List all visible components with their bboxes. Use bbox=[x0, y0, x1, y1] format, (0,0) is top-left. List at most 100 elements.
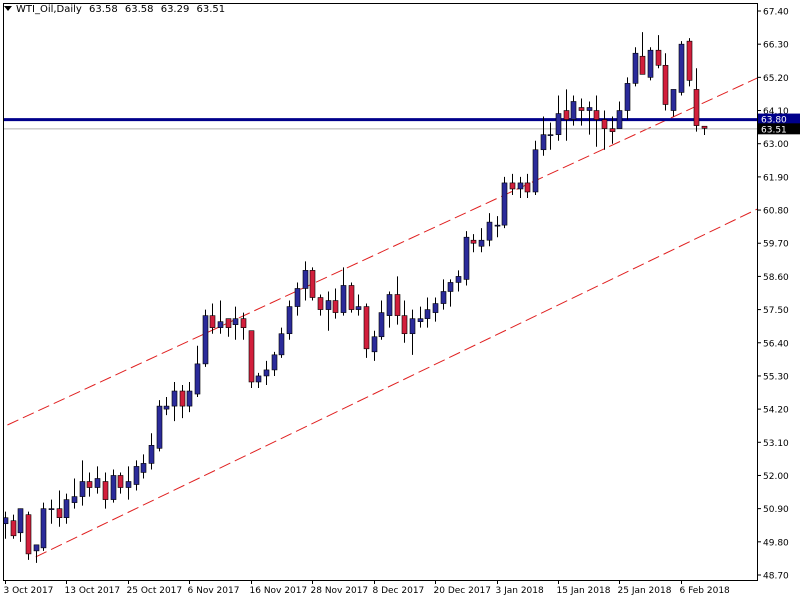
candle-body bbox=[624, 83, 631, 111]
symbol-label: WTI_Oil,Daily bbox=[16, 4, 82, 15]
candle bbox=[271, 351, 278, 376]
candle bbox=[48, 499, 55, 524]
candle bbox=[17, 508, 24, 542]
candle-body bbox=[693, 89, 700, 126]
candle bbox=[255, 372, 262, 389]
candle bbox=[332, 288, 339, 319]
candle bbox=[4, 511, 9, 539]
candle bbox=[547, 122, 554, 150]
candle bbox=[171, 381, 178, 422]
price-label: 63.51 bbox=[761, 125, 787, 135]
candle-body bbox=[632, 52, 639, 84]
candle bbox=[317, 294, 324, 316]
candle-body bbox=[194, 363, 201, 395]
candle-body bbox=[670, 89, 677, 111]
x-tick-label: 15 Jan 2018 bbox=[557, 586, 611, 596]
x-tick-label: 3 Jan 2018 bbox=[496, 586, 544, 596]
candle bbox=[102, 472, 109, 509]
candle-body bbox=[110, 475, 117, 500]
candle bbox=[117, 472, 124, 494]
candle bbox=[616, 101, 623, 129]
y-tick-label: 49.80 bbox=[763, 538, 789, 548]
y-tick-label: 53.10 bbox=[763, 439, 789, 449]
candle-body bbox=[217, 321, 224, 328]
candle-body bbox=[371, 336, 378, 353]
candle-body bbox=[79, 481, 86, 497]
y-tick-label: 59.70 bbox=[763, 240, 789, 250]
candle-body bbox=[263, 369, 270, 377]
candle bbox=[194, 345, 201, 398]
candle-body bbox=[332, 300, 339, 313]
candle-body bbox=[386, 294, 393, 316]
candle-body bbox=[401, 315, 408, 335]
candle-body bbox=[501, 182, 508, 226]
x-tick-label: 20 Dec 2017 bbox=[434, 586, 492, 596]
candle bbox=[325, 291, 332, 331]
candle bbox=[348, 282, 355, 313]
candle bbox=[440, 279, 447, 310]
candle-body bbox=[540, 134, 547, 151]
candle-body bbox=[325, 300, 332, 310]
candle bbox=[386, 291, 393, 328]
x-tick-label: 8 Dec 2017 bbox=[373, 586, 425, 596]
candle bbox=[517, 176, 524, 198]
candle bbox=[248, 330, 255, 389]
candle bbox=[217, 300, 224, 334]
candle-body bbox=[593, 110, 600, 120]
candle-body bbox=[340, 285, 347, 313]
candle bbox=[447, 279, 454, 307]
y-tick-label: 63.00 bbox=[763, 140, 789, 150]
candle bbox=[532, 140, 539, 195]
dropdown-triangle-icon[interactable] bbox=[4, 6, 12, 11]
candle bbox=[363, 303, 370, 358]
y-tick-label: 67.40 bbox=[763, 8, 789, 18]
candle bbox=[94, 466, 101, 494]
candle bbox=[701, 125, 708, 135]
candle-body bbox=[455, 276, 462, 283]
candle-body bbox=[94, 478, 101, 488]
candle-body bbox=[555, 113, 562, 135]
plot-area bbox=[4, 32, 757, 563]
y-tick-label: 65.20 bbox=[763, 74, 789, 84]
candle bbox=[232, 306, 239, 340]
candle-body bbox=[140, 463, 147, 473]
candle-body bbox=[601, 119, 608, 129]
candle-body bbox=[563, 110, 570, 120]
candle-body bbox=[662, 64, 669, 105]
candle bbox=[563, 89, 570, 141]
chart-header: WTI_Oil,Daily 63.58 63.58 63.29 63.51 bbox=[4, 4, 229, 15]
candle bbox=[609, 116, 616, 144]
candle bbox=[86, 472, 93, 497]
candle bbox=[540, 116, 547, 156]
candle-body bbox=[486, 221, 493, 241]
candle bbox=[33, 544, 40, 563]
candle bbox=[156, 400, 163, 452]
y-tick-label: 56.40 bbox=[763, 339, 789, 349]
candle bbox=[140, 454, 147, 479]
candle bbox=[302, 261, 309, 301]
candle-body bbox=[248, 330, 255, 383]
candle-body bbox=[586, 107, 593, 111]
candle bbox=[56, 490, 63, 527]
candle-body bbox=[686, 40, 693, 81]
y-tick-label: 58.60 bbox=[763, 273, 789, 283]
candle-body bbox=[294, 288, 301, 307]
candle-body bbox=[271, 354, 278, 371]
candle-body bbox=[355, 306, 362, 310]
candle-body bbox=[616, 110, 623, 129]
candle-body bbox=[547, 134, 554, 136]
candle bbox=[578, 98, 585, 126]
candle bbox=[693, 68, 700, 132]
x-tick-label: 25 Oct 2017 bbox=[127, 586, 183, 596]
candle-body bbox=[570, 101, 577, 120]
candle bbox=[163, 397, 170, 416]
candle-body bbox=[440, 291, 447, 304]
x-tick-label: 3 Oct 2017 bbox=[4, 586, 54, 596]
candle-body bbox=[647, 49, 654, 78]
y-tick-label: 48.70 bbox=[763, 572, 789, 582]
x-tick-label: 6 Nov 2017 bbox=[188, 586, 240, 596]
candle bbox=[378, 300, 385, 340]
candle-body bbox=[102, 481, 109, 500]
